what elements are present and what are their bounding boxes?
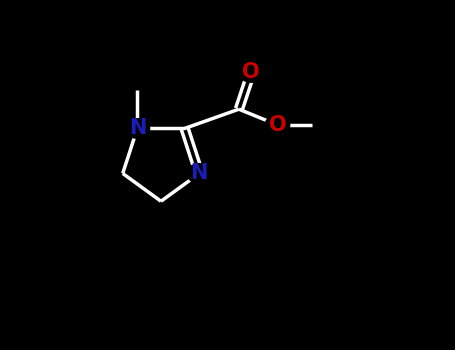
Text: O: O [268, 115, 286, 135]
Text: N: N [129, 118, 146, 139]
Text: N: N [191, 163, 208, 183]
Text: O: O [243, 62, 260, 83]
Ellipse shape [187, 164, 212, 183]
Ellipse shape [239, 63, 263, 82]
Ellipse shape [265, 115, 290, 135]
Ellipse shape [125, 119, 150, 138]
